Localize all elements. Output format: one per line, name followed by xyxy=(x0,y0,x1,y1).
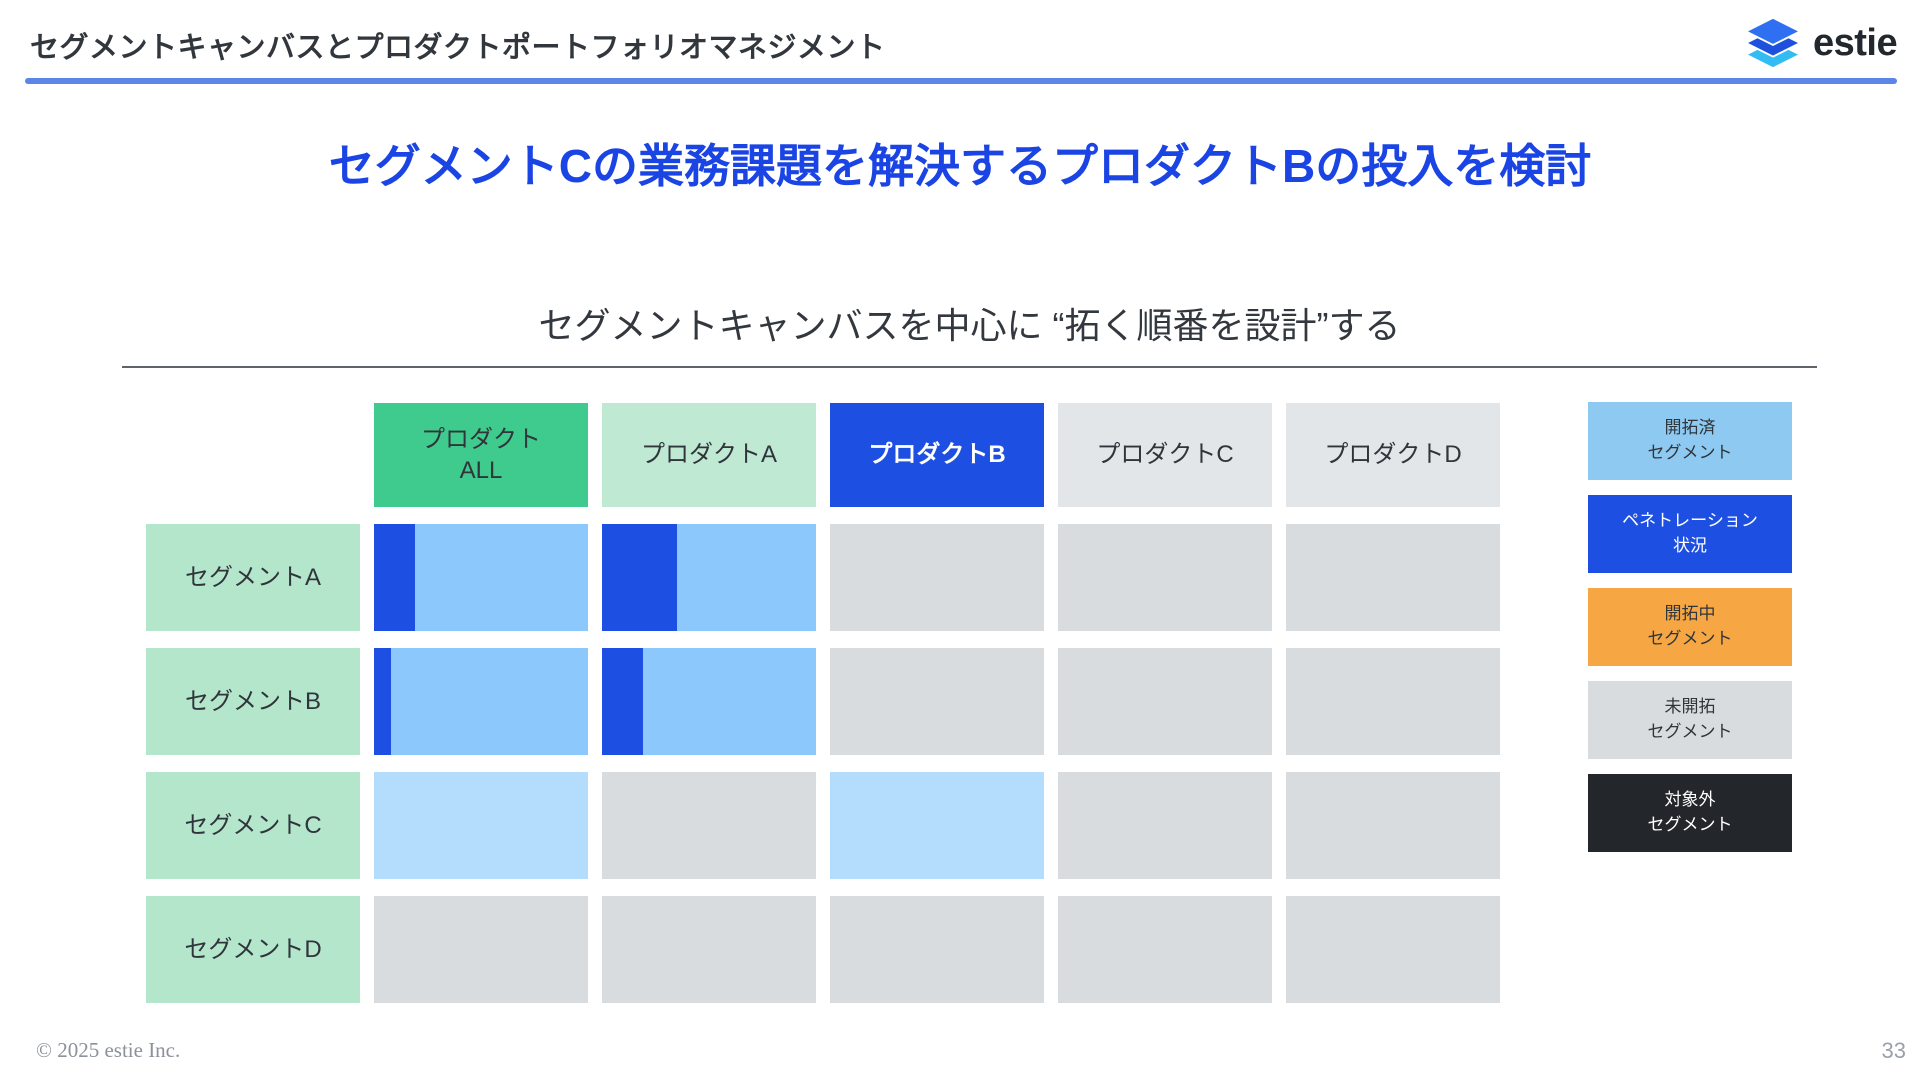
matrix-cell-a-b xyxy=(830,524,1044,631)
segment-matrix: プロダクト ALL プロダクトA プロダクトB プロダクトC プロダクトD セグメントA セ… xyxy=(146,403,1500,1003)
legend-item-undeveloped: 未開拓 セグメント xyxy=(1588,681,1792,759)
penetration-bar xyxy=(602,648,643,755)
matrix-cell-a-all xyxy=(374,524,588,631)
matrix-cell-d-all xyxy=(374,896,588,1003)
column-header-d: プロダクトD xyxy=(1286,403,1500,507)
penetration-bar xyxy=(374,648,392,755)
matrix-cell-b-a xyxy=(602,648,816,755)
row-label-b: セグメントB xyxy=(146,648,360,755)
row-label-d: セグメントD xyxy=(146,896,360,1003)
matrix-cell-d-c xyxy=(1058,896,1272,1003)
matrix-cell-d-a xyxy=(602,896,816,1003)
copyright: © 2025 estie Inc. xyxy=(36,1038,181,1062)
slide-header-title: セグメントキャンバスとプロダクトポートフォリオマネジメント xyxy=(30,32,886,64)
column-header-all: プロダクト ALL xyxy=(374,403,588,507)
matrix-cell-b-b xyxy=(830,648,1044,755)
matrix-cell-c-c xyxy=(1058,772,1272,879)
page-number: 33 xyxy=(1881,1038,1906,1063)
legend-item-developing: 開拓中 セグメント xyxy=(1588,588,1792,666)
legend: 開拓済 セグメント ペネトレーション 状況 開拓中 セグメント 未開拓 セグメント 対象… xyxy=(1588,402,1792,867)
estie-logo: estie xyxy=(1742,12,1898,74)
matrix-cell-a-a xyxy=(602,524,816,631)
matrix-cell-c-d xyxy=(1286,772,1500,879)
matrix-corner xyxy=(146,403,360,507)
header-accent-line xyxy=(25,78,1897,84)
matrix-cell-d-d xyxy=(1286,896,1500,1003)
penetration-bar xyxy=(374,524,415,631)
matrix-cell-d-b xyxy=(830,896,1044,1003)
matrix-cell-a-c xyxy=(1058,524,1272,631)
matrix-cell-a-d xyxy=(1286,524,1500,631)
column-header-a: プロダクトA xyxy=(602,403,816,507)
column-header-b: プロダクトB xyxy=(830,403,1044,507)
row-label-c: セグメントC xyxy=(146,772,360,879)
estie-logo-icon xyxy=(1743,16,1803,70)
legend-item-developed: 開拓済 セグメント xyxy=(1588,402,1792,480)
matrix-cell-b-c xyxy=(1058,648,1272,755)
matrix-cell-c-b xyxy=(830,772,1044,879)
matrix-cell-b-d xyxy=(1286,648,1500,755)
penetration-bar xyxy=(602,524,677,631)
slide-headline: セグメントCの業務課題を解決するプロダクトBの投入を検討 xyxy=(328,140,1592,192)
matrix-cell-c-all xyxy=(374,772,588,879)
estie-logo-text: estie xyxy=(1813,21,1898,64)
legend-item-excluded: 対象外 セグメント xyxy=(1588,774,1792,852)
canvas-subtitle: セグメントキャンバスを中心に “拓く順番を設計”する xyxy=(538,305,1401,346)
column-header-c: プロダクトC xyxy=(1058,403,1272,507)
row-label-a: セグメントA xyxy=(146,524,360,631)
matrix-cell-b-all xyxy=(374,648,588,755)
matrix-cell-c-a xyxy=(602,772,816,879)
subtitle-divider xyxy=(122,366,1817,368)
legend-item-penetration: ペネトレーション 状況 xyxy=(1588,495,1792,573)
